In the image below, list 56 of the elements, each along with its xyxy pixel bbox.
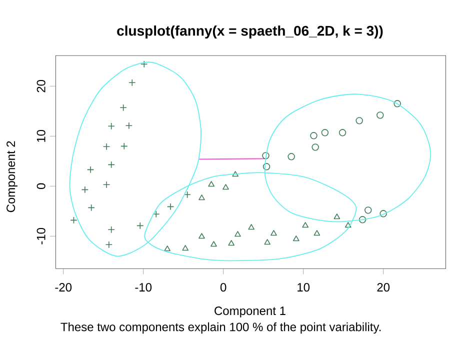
point bbox=[264, 239, 271, 245]
point bbox=[321, 129, 329, 136]
point bbox=[270, 230, 277, 236]
x-tick-label: 10 bbox=[298, 283, 310, 292]
point bbox=[86, 166, 94, 174]
point bbox=[262, 163, 270, 170]
point bbox=[248, 224, 255, 230]
y-tick-label: 0 bbox=[36, 183, 46, 190]
point bbox=[164, 246, 171, 252]
point bbox=[120, 104, 127, 112]
point bbox=[128, 79, 136, 86]
x-tick-label: 0 bbox=[220, 283, 226, 292]
y-tick-label: -10 bbox=[36, 228, 46, 244]
point bbox=[376, 112, 384, 119]
point bbox=[232, 171, 239, 177]
text: These two components explain 100 % of the point variability. bbox=[60, 322, 381, 334]
point bbox=[234, 231, 241, 237]
point bbox=[302, 222, 309, 228]
point bbox=[70, 216, 78, 224]
point bbox=[88, 204, 95, 212]
point bbox=[262, 152, 270, 160]
x-axis-title: Component 1 bbox=[214, 306, 286, 318]
point bbox=[222, 184, 229, 190]
point bbox=[208, 181, 215, 187]
point bbox=[344, 222, 352, 228]
y-tick-label: 20 bbox=[36, 80, 46, 92]
point bbox=[394, 100, 401, 108]
point bbox=[312, 144, 319, 151]
point bbox=[198, 233, 205, 239]
point bbox=[182, 245, 189, 251]
point bbox=[210, 241, 217, 247]
point bbox=[314, 230, 320, 236]
point bbox=[81, 186, 89, 194]
chart-title: clusplot(fanny(x = spaeth_06_2D, k = 3)) bbox=[117, 25, 383, 39]
point bbox=[292, 236, 300, 242]
y-tick-label: 10 bbox=[36, 130, 46, 142]
point bbox=[136, 222, 144, 230]
point bbox=[228, 240, 235, 246]
point bbox=[356, 117, 363, 124]
point bbox=[338, 129, 346, 136]
point bbox=[288, 153, 295, 160]
point bbox=[310, 132, 318, 140]
y-axis-title: Component 2 bbox=[6, 141, 18, 212]
point bbox=[108, 122, 115, 130]
point bbox=[380, 210, 387, 218]
point bbox=[364, 206, 372, 214]
point bbox=[358, 216, 366, 224]
x-tick-label: 20 bbox=[377, 283, 390, 292]
x-tick-label: -10 bbox=[135, 283, 152, 292]
point bbox=[120, 142, 128, 150]
point bbox=[334, 214, 340, 220]
point bbox=[198, 194, 205, 200]
point bbox=[108, 161, 115, 168]
point bbox=[166, 203, 174, 210]
x-tick-label: -20 bbox=[55, 283, 72, 292]
point bbox=[108, 226, 115, 234]
